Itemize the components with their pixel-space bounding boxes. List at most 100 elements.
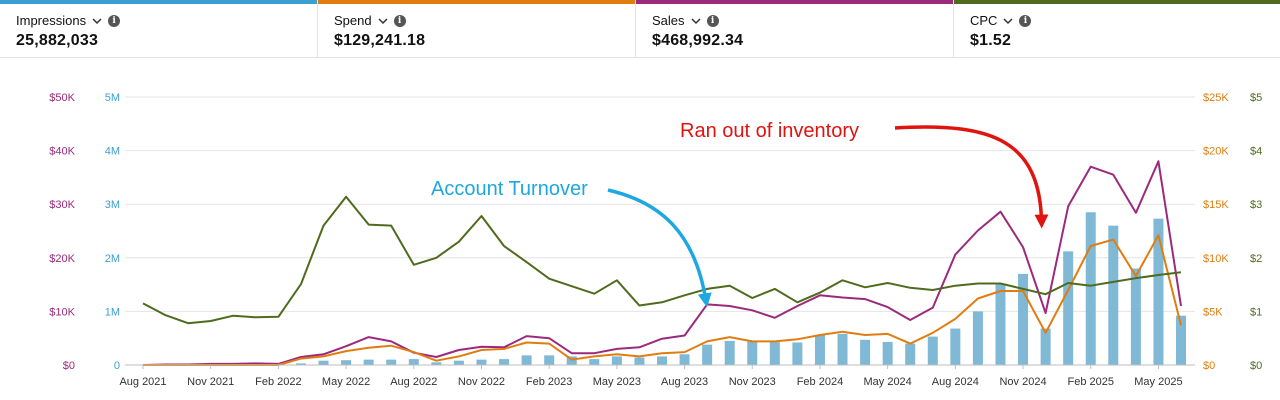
kpi-impressions[interactable]: Impressions i 25,882,033 xyxy=(0,0,318,57)
spend-axis-tick: $0 xyxy=(1203,360,1215,372)
cpc-axis-tick: $4 xyxy=(1250,146,1262,158)
impressions-bar xyxy=(927,336,938,365)
impressions-bar xyxy=(1130,268,1141,365)
x-tick-label: Nov 2023 xyxy=(729,376,776,388)
kpi-color-bar xyxy=(636,0,953,4)
x-tick-label: May 2024 xyxy=(863,376,911,388)
kpi-label: Spend xyxy=(334,13,372,28)
impressions-axis-tick: 5M xyxy=(105,92,120,104)
performance-chart: $0 0 $10K 1M $20K 2M $30K 3M $40K 4M $50K 5M $0 $0 $5… xyxy=(49,92,1262,388)
impressions-bar xyxy=(386,359,397,365)
impressions-bar xyxy=(814,334,825,365)
x-tick-label: Aug 2023 xyxy=(661,376,708,388)
annotations: Account Turnover Ran out of inventory xyxy=(431,120,1049,308)
impressions-bar xyxy=(1018,273,1029,365)
sales-axis-tick: $40K xyxy=(49,146,75,158)
impressions-bar xyxy=(1108,225,1119,365)
annotation-arrow xyxy=(607,188,712,308)
right-axes: $0 $0 $5K $1 $10K $2 $15K $3 $20K $4 $25K $5 xyxy=(1203,92,1262,372)
impressions-axis-tick: 1M xyxy=(105,306,120,318)
kpi-sales[interactable]: Sales i $468,992.34 xyxy=(636,0,954,57)
impressions-bar xyxy=(1153,218,1164,365)
impressions-bar xyxy=(769,341,780,365)
spend-axis-tick: $10K xyxy=(1203,253,1229,265)
chevron-down-icon[interactable] xyxy=(92,16,102,26)
impressions-bar xyxy=(544,355,555,365)
x-tick-label: Nov 2022 xyxy=(458,376,505,388)
impressions-bar xyxy=(702,344,713,365)
gridlines xyxy=(125,96,1195,366)
x-tick-label: Aug 2022 xyxy=(390,376,437,388)
impressions-bars xyxy=(295,212,1186,365)
kpi-cpc[interactable]: CPC i $1.52 xyxy=(954,0,1280,57)
cpc-axis-tick: $2 xyxy=(1250,253,1262,265)
kpi-value: $129,241.18 xyxy=(334,32,426,49)
impressions-bar xyxy=(972,311,983,365)
impressions-bar xyxy=(837,333,848,365)
impressions-bar xyxy=(950,328,961,365)
sales-axis-tick: $50K xyxy=(49,92,75,104)
kpi-label: CPC xyxy=(970,13,998,28)
impressions-bar xyxy=(792,342,803,365)
x-tick-label: Feb 2022 xyxy=(255,376,301,388)
spend-axis-tick: $20K xyxy=(1203,146,1229,158)
impressions-bar xyxy=(724,340,735,365)
chevron-down-icon[interactable] xyxy=(378,16,388,26)
cpc-axis-tick: $3 xyxy=(1250,199,1262,211)
x-tick-label: May 2025 xyxy=(1134,376,1182,388)
impressions-bar xyxy=(476,359,487,365)
series-lines xyxy=(142,160,1182,366)
x-tick-label: May 2022 xyxy=(322,376,370,388)
cpc-line xyxy=(142,195,1182,325)
impressions-axis-tick: 0 xyxy=(114,360,120,372)
x-tick-label: Nov 2024 xyxy=(999,376,1046,388)
spend-axis-tick: $25K xyxy=(1203,92,1229,104)
impressions-bar xyxy=(318,360,329,365)
x-tick-label: May 2023 xyxy=(593,376,641,388)
x-tick-label: Feb 2024 xyxy=(797,376,843,388)
impressions-axis-tick: 4M xyxy=(105,146,120,158)
impressions-bar xyxy=(1040,328,1051,365)
info-icon[interactable]: i xyxy=(108,14,121,27)
impressions-bar xyxy=(747,340,758,365)
impressions-bar xyxy=(499,359,510,365)
impressions-bar xyxy=(1085,212,1096,365)
chevron-down-icon[interactable] xyxy=(691,16,701,26)
kpi-label: Impressions xyxy=(16,13,87,28)
annotation-label: Ran out of inventory xyxy=(680,120,859,142)
kpi-value: $1.52 xyxy=(970,32,1012,49)
info-icon[interactable]: i xyxy=(393,14,406,27)
x-tick-label: Aug 2024 xyxy=(932,376,979,388)
impressions-bar xyxy=(363,359,374,365)
impressions-axis-tick: 2M xyxy=(105,253,120,265)
info-icon[interactable]: i xyxy=(706,14,719,27)
impressions-bar xyxy=(905,343,916,365)
annotation-arrow xyxy=(894,125,1049,229)
kpi-color-bar xyxy=(954,0,1280,4)
impressions-bar xyxy=(566,356,577,365)
impressions-axis-tick: 3M xyxy=(105,199,120,211)
annotation-label: Account Turnover xyxy=(431,178,588,200)
impressions-bar xyxy=(634,357,645,365)
kpi-spend[interactable]: Spend i $129,241.18 xyxy=(318,0,636,57)
chevron-down-icon[interactable] xyxy=(1003,16,1013,26)
impressions-bar xyxy=(453,360,464,365)
x-axis: Aug 2021 Nov 2021 Feb 2022 May 2022 Aug 2022… xyxy=(119,364,1195,388)
impressions-bar xyxy=(589,359,600,365)
left-axes: $0 0 $10K 1M $20K 2M $30K 3M $40K 4M $50K 5M xyxy=(49,92,120,372)
impressions-bar xyxy=(341,360,352,365)
sales-line xyxy=(142,160,1182,366)
impressions-bar xyxy=(679,354,690,365)
cpc-axis-tick: $1 xyxy=(1250,306,1262,318)
impressions-bar xyxy=(611,356,622,365)
sales-axis-tick: $30K xyxy=(49,199,75,211)
sales-axis-tick: $0 xyxy=(63,360,75,372)
x-tick-label: Feb 2023 xyxy=(526,376,572,388)
impressions-bar xyxy=(521,355,532,365)
x-tick-label: Feb 2025 xyxy=(1067,376,1113,388)
info-icon[interactable]: i xyxy=(1019,14,1032,27)
kpi-color-bar xyxy=(0,0,317,4)
impressions-bar xyxy=(657,356,667,365)
kpi-color-bar xyxy=(318,0,635,4)
spend-axis-tick: $5K xyxy=(1203,306,1223,318)
